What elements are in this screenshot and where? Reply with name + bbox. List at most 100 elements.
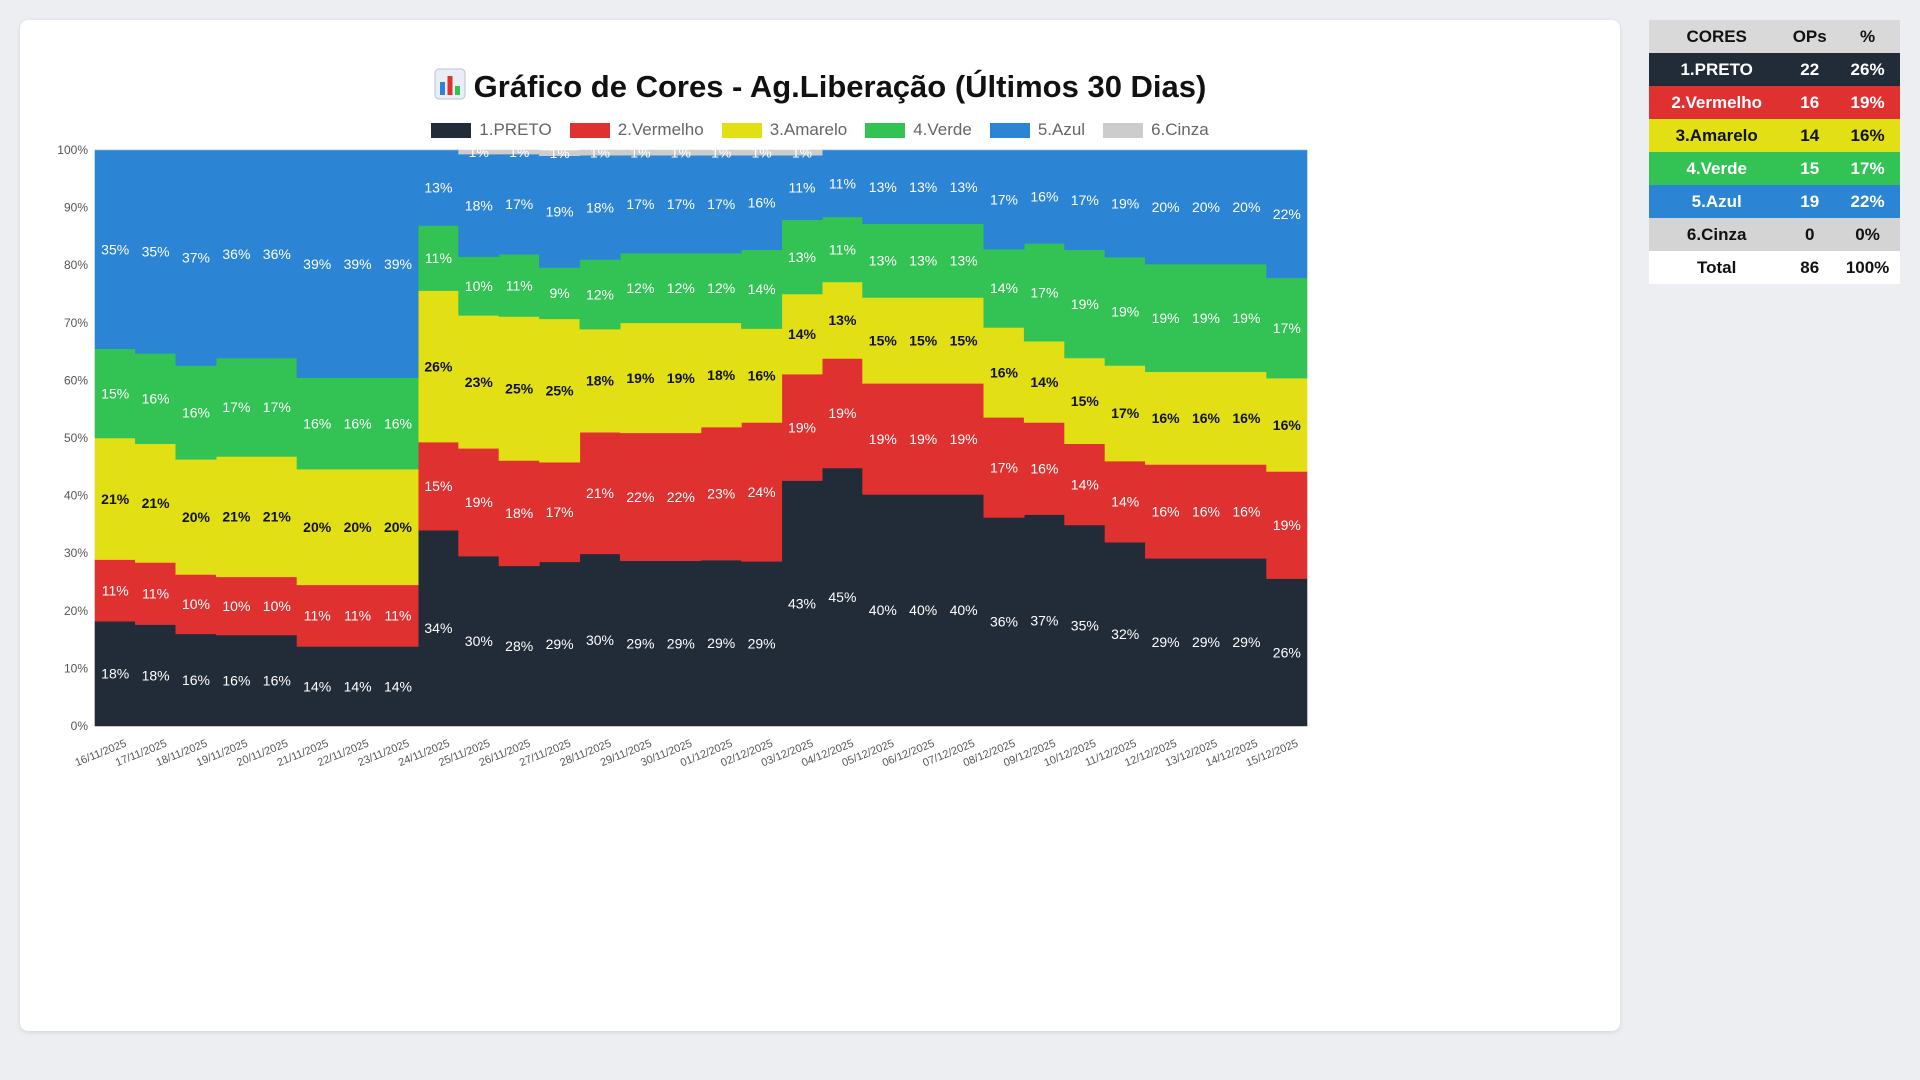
data-label-2: 23% xyxy=(707,486,735,502)
data-label-4: 11% xyxy=(425,250,452,266)
data-label-2: 24% xyxy=(748,484,776,500)
legend-item[interactable]: 6.Cinza xyxy=(1103,120,1209,140)
data-label-6: 1% xyxy=(509,144,529,160)
data-label-5: 17% xyxy=(990,192,1018,208)
data-label-3: 20% xyxy=(182,509,211,525)
data-label-2: 17% xyxy=(990,459,1018,475)
data-label-1: 29% xyxy=(626,635,654,651)
data-label-4: 17% xyxy=(1030,284,1058,300)
data-label-1: 29% xyxy=(1152,634,1180,650)
summary-row: 2.Vermelho 16 19% xyxy=(1649,86,1900,119)
data-label-5: 17% xyxy=(667,196,695,212)
data-label-3: 16% xyxy=(1192,410,1221,426)
y-tick-label: 20% xyxy=(64,604,88,618)
legend-item[interactable]: 5.Azul xyxy=(989,120,1086,140)
data-label-3: 21% xyxy=(101,491,130,507)
data-label-2: 19% xyxy=(1273,517,1301,533)
data-label-5: 13% xyxy=(909,179,937,195)
data-label-2: 15% xyxy=(424,478,452,494)
data-label-3: 21% xyxy=(142,495,171,511)
chart-plot: 0%10%20%30%40%50%60%70%80%90%100%16/11/2… xyxy=(57,143,1308,769)
data-label-6: 1% xyxy=(590,145,610,161)
data-label-3: 16% xyxy=(990,364,1019,380)
data-label-6: 1% xyxy=(792,145,812,161)
data-label-5: 18% xyxy=(465,197,493,213)
y-tick-label: 60% xyxy=(64,373,88,387)
data-label-2: 21% xyxy=(586,485,614,501)
data-label-4: 11% xyxy=(829,241,856,257)
y-tick-label: 50% xyxy=(64,431,88,445)
data-label-4: 19% xyxy=(1071,296,1099,312)
summary-cell-color: 6.Cinza xyxy=(1686,224,1747,244)
data-label-5: 13% xyxy=(424,180,452,196)
legend-item[interactable]: 2.Vermelho xyxy=(569,120,704,140)
data-label-5: 20% xyxy=(1232,199,1260,215)
data-label-4: 12% xyxy=(586,286,614,302)
summary-header-pct: % xyxy=(1835,20,1900,53)
data-label-1: 18% xyxy=(142,667,170,683)
data-label-3: 15% xyxy=(950,332,979,348)
y-tick-label: 40% xyxy=(64,489,88,503)
data-label-4: 13% xyxy=(909,253,937,269)
data-label-4: 19% xyxy=(1192,310,1220,326)
legend-item[interactable]: 1.PRETO xyxy=(431,120,552,140)
data-label-1: 37% xyxy=(1030,612,1058,628)
data-label-4: 14% xyxy=(748,281,776,297)
data-label-5: 36% xyxy=(263,246,291,262)
data-label-2: 11% xyxy=(142,586,169,602)
chart-title-text: Gráfico de Cores - Ag.Liberação (Últimos… xyxy=(473,69,1207,104)
data-label-4: 19% xyxy=(1111,303,1139,319)
data-label-5: 17% xyxy=(626,196,654,212)
data-label-5: 20% xyxy=(1152,199,1180,215)
data-label-3: 19% xyxy=(667,370,696,386)
legend-item[interactable]: 4.Verde xyxy=(865,120,972,140)
data-label-2: 22% xyxy=(626,489,654,505)
data-label-1: 40% xyxy=(869,602,897,618)
data-label-4: 17% xyxy=(222,399,250,415)
data-label-4: 13% xyxy=(950,253,978,269)
data-label-5: 35% xyxy=(101,241,129,257)
data-label-6: 1% xyxy=(671,145,691,161)
data-label-1: 16% xyxy=(263,672,291,688)
data-label-3: 16% xyxy=(1232,410,1261,426)
summary-row: 3.Amarelo 14 16% xyxy=(1649,119,1900,152)
data-label-5: 11% xyxy=(829,175,856,191)
data-label-3: 15% xyxy=(1071,393,1100,409)
data-label-3: 19% xyxy=(626,370,655,386)
summary-table: CORES OPs % 1.PRETO 22 26% 2.Vermelho 16 19% 3… xyxy=(1649,20,1900,284)
data-label-5: 36% xyxy=(222,246,250,262)
data-label-4: 16% xyxy=(344,415,372,431)
data-label-3: 23% xyxy=(465,374,494,390)
data-label-1: 29% xyxy=(1232,634,1260,650)
y-tick-label: 100% xyxy=(57,143,88,157)
data-label-1: 14% xyxy=(303,678,331,694)
data-label-3: 18% xyxy=(586,373,615,389)
summary-cell-color: 2.Vermelho xyxy=(1671,92,1763,112)
data-label-1: 28% xyxy=(505,638,533,654)
legend-swatch xyxy=(865,122,906,138)
summary-cell-ops: 0 xyxy=(1804,224,1815,244)
data-label-1: 35% xyxy=(1071,617,1099,633)
summary-cell-ops: 86 xyxy=(1800,257,1820,277)
data-label-3: 14% xyxy=(788,326,817,342)
data-label-5: 19% xyxy=(546,204,574,220)
summary-cell-ops: 19 xyxy=(1800,191,1820,211)
y-tick-label: 90% xyxy=(64,201,88,215)
chart-legend: 1.PRETO 2.Vermelho 3.Amarelo 4.Verde 5.Azul 6… xyxy=(20,120,1620,140)
legend-label: 5.Azul xyxy=(1037,120,1086,139)
legend-label: 1.PRETO xyxy=(479,120,552,139)
summary-row: 4.Verde 15 17% xyxy=(1649,152,1900,185)
data-label-6: 1% xyxy=(630,145,650,161)
data-label-1: 26% xyxy=(1273,644,1301,660)
legend-item[interactable]: 3.Amarelo xyxy=(721,120,847,140)
data-label-2: 11% xyxy=(344,608,371,624)
data-label-1: 29% xyxy=(546,636,574,652)
data-label-2: 14% xyxy=(1111,494,1139,510)
data-label-2: 11% xyxy=(304,608,331,624)
summary-cell-color: 4.Verde xyxy=(1686,158,1747,178)
data-label-1: 14% xyxy=(384,678,412,694)
data-label-1: 43% xyxy=(788,595,816,611)
summary-cell-pct: 22% xyxy=(1850,191,1885,211)
data-label-2: 16% xyxy=(1232,503,1260,519)
y-tick-label: 70% xyxy=(64,316,88,330)
